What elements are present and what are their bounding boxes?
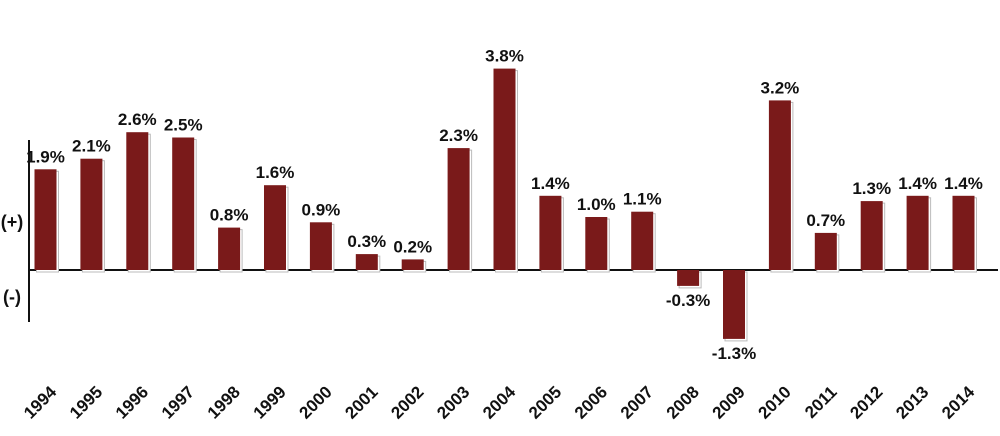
positive-sign-label: (+) bbox=[1, 212, 24, 232]
value-label-2001: 0.3% bbox=[347, 232, 386, 251]
bar-1999 bbox=[264, 185, 286, 270]
bar-2001 bbox=[355, 254, 378, 270]
bar-series bbox=[34, 68, 977, 342]
bar-2000 bbox=[309, 222, 332, 270]
bar-2005 bbox=[539, 195, 562, 270]
x-tick-2012: 2012 bbox=[846, 382, 886, 422]
value-label-2012: 1.3% bbox=[852, 179, 891, 198]
bar-2011 bbox=[814, 232, 837, 270]
x-tick-2007: 2007 bbox=[617, 382, 657, 422]
bar-1997 bbox=[172, 137, 195, 270]
x-tick-2003: 2003 bbox=[433, 382, 473, 422]
x-tick-2009: 2009 bbox=[709, 382, 749, 422]
bar-2002 bbox=[401, 259, 424, 270]
value-label-1997: 2.5% bbox=[164, 116, 203, 135]
bar-2010 bbox=[768, 100, 791, 271]
x-axis-tick-labels: 1994 1995 1996 1997 1998 1999 2000 2001 2002 2003… bbox=[20, 382, 979, 423]
x-tick-2000: 2000 bbox=[296, 382, 336, 422]
bar-2009 bbox=[723, 270, 745, 339]
value-label-2006: 1.0% bbox=[577, 195, 616, 214]
bar-2004 bbox=[493, 68, 516, 270]
x-tick-1998: 1998 bbox=[204, 382, 244, 422]
value-label-2004: 3.8% bbox=[485, 47, 524, 66]
x-tick-2005: 2005 bbox=[525, 382, 565, 422]
x-tick-1999: 1999 bbox=[250, 382, 290, 422]
x-tick-1997: 1997 bbox=[158, 382, 198, 422]
value-label-2003: 2.3% bbox=[439, 126, 478, 145]
x-tick-1994: 1994 bbox=[20, 382, 61, 423]
x-tick-2008: 2008 bbox=[663, 382, 703, 422]
bar-2006 bbox=[585, 217, 608, 270]
value-label-2008: -0.3% bbox=[666, 291, 710, 310]
x-tick-2011: 2011 bbox=[801, 382, 841, 422]
bar-1996 bbox=[126, 132, 149, 270]
bar-2003 bbox=[447, 148, 470, 270]
value-label-2000: 0.9% bbox=[302, 200, 341, 219]
bar-1994 bbox=[34, 169, 57, 270]
bar-1998 bbox=[218, 227, 241, 270]
value-label-2013: 1.4% bbox=[898, 174, 937, 193]
x-tick-2001: 2001 bbox=[341, 382, 381, 422]
x-tick-2013: 2013 bbox=[892, 382, 932, 422]
value-label-1996: 2.6% bbox=[118, 110, 157, 129]
x-tick-2010: 2010 bbox=[755, 382, 795, 422]
value-label-2009: -1.3% bbox=[712, 344, 756, 363]
value-label-1999: 1.6% bbox=[256, 163, 295, 182]
x-tick-1996: 1996 bbox=[112, 382, 152, 422]
bar-2013 bbox=[906, 195, 929, 270]
bar-1995 bbox=[80, 158, 103, 270]
value-label-1995: 2.1% bbox=[72, 137, 111, 156]
x-tick-1995: 1995 bbox=[66, 382, 106, 422]
value-labels: 1.9% 2.1% 2.6% 2.5% 0.8% 1.6% 0.9% 0.3% 0.2% 2.3%… bbox=[26, 47, 983, 363]
x-tick-2002: 2002 bbox=[387, 382, 427, 422]
value-label-1994: 1.9% bbox=[26, 147, 65, 166]
negative-sign-label: (-) bbox=[3, 287, 21, 307]
value-label-2011: 0.7% bbox=[806, 211, 845, 230]
value-label-2007: 1.1% bbox=[623, 190, 662, 209]
bar-2007 bbox=[631, 211, 654, 270]
value-label-2002: 0.2% bbox=[393, 237, 432, 256]
bar-2008 bbox=[677, 270, 700, 286]
value-label-1998: 0.8% bbox=[210, 206, 249, 225]
x-tick-2006: 2006 bbox=[571, 382, 611, 422]
value-label-2010: 3.2% bbox=[761, 78, 800, 97]
value-label-2014: 1.4% bbox=[944, 174, 983, 193]
value-label-2005: 1.4% bbox=[531, 174, 570, 193]
x-tick-2004: 2004 bbox=[479, 382, 520, 423]
bar-2014 bbox=[952, 195, 975, 270]
bar-2012 bbox=[860, 201, 883, 270]
x-tick-2014: 2014 bbox=[938, 382, 979, 423]
